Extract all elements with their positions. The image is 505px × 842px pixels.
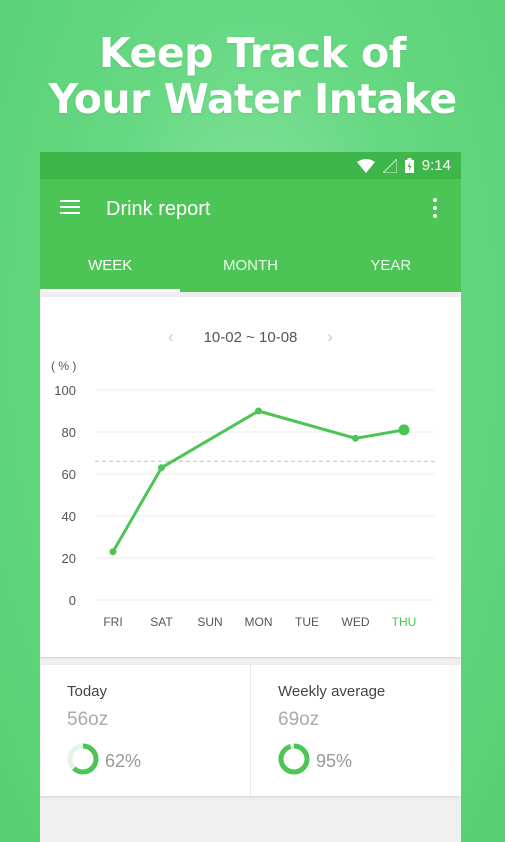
today-percent: 62% — [105, 751, 142, 771]
signal-icon — [382, 158, 397, 173]
promo-headline: Keep Track of Your Water Intake — [0, 30, 505, 122]
phone-screen: 9:14 Drink report WEEK MONTH YEAR ‹ 10-0… — [40, 152, 461, 842]
weekly-progress-ring — [278, 743, 310, 775]
chart-card: ‹ 10-02 ~ 10-08 › ( % ) 0 20 40 60 80 100 FRI SA… — [40, 297, 461, 657]
period-tabs: WEEK MONTH YEAR — [40, 241, 461, 292]
drink-chart: ( % ) 0 20 40 60 80 100 FRI SAT SUN MON TUE WED THU — [51, 359, 435, 629]
today-progress-ring — [67, 743, 99, 775]
y-tick-label: 80 — [62, 425, 76, 440]
today-value: 56oz — [67, 709, 109, 730]
tab-month[interactable]: MONTH — [222, 257, 278, 274]
page-title: Drink report — [106, 198, 211, 220]
y-tick-label: 100 — [54, 383, 76, 398]
y-tick-label: 60 — [62, 467, 76, 482]
date-range: 10-02 ~ 10-08 — [203, 328, 298, 346]
data-point — [352, 434, 359, 442]
promo-line-1: Keep Track of — [99, 29, 407, 77]
wifi-icon — [356, 158, 375, 173]
x-tick-label: TUE — [295, 615, 319, 629]
status-time: 9:14 — [421, 157, 451, 174]
more-vert-icon[interactable] — [433, 198, 437, 220]
prev-week-button[interactable]: ‹ — [167, 327, 174, 346]
today-label: Today — [67, 683, 108, 700]
promo-line-2: Your Water Intake — [48, 75, 457, 123]
data-point — [158, 464, 165, 472]
today-stat: Today 56oz 62% — [40, 665, 250, 796]
tab-week[interactable]: WEEK — [40, 241, 181, 292]
weekly-label: Weekly average — [278, 683, 386, 700]
weekly-stat: Weekly average 69oz 95% — [250, 665, 461, 796]
app-bar: Drink report — [40, 179, 461, 241]
stats-panel: Today 56oz 62% Weekly average 69oz 95% — [40, 665, 461, 796]
x-tick-label: WED — [342, 615, 370, 629]
ring-progress — [67, 743, 99, 775]
x-tick-label: FRI — [103, 615, 122, 629]
y-tick-label: 40 — [62, 509, 76, 524]
ring-progress — [278, 743, 310, 775]
tab-year[interactable]: YEAR — [370, 257, 412, 274]
y-tick-label: 0 — [69, 593, 76, 608]
data-point — [398, 424, 410, 436]
weekly-value: 69oz — [278, 709, 320, 730]
x-tick-label: MON — [245, 615, 273, 629]
x-tick-label: SUN — [197, 615, 222, 629]
next-week-button[interactable]: › — [327, 327, 334, 346]
y-axis-label: ( % ) — [51, 359, 76, 373]
weekly-percent: 95% — [316, 751, 353, 771]
x-tick-label: SAT — [150, 615, 173, 629]
status-bar: 9:14 — [40, 152, 461, 179]
data-point — [109, 548, 117, 556]
x-tick-label: THU — [392, 615, 417, 629]
y-tick-label: 20 — [62, 551, 76, 566]
battery-icon — [404, 158, 414, 173]
menu-icon[interactable] — [60, 200, 80, 216]
date-navigator: ‹ 10-02 ~ 10-08 › — [40, 325, 461, 349]
data-point — [255, 407, 262, 415]
